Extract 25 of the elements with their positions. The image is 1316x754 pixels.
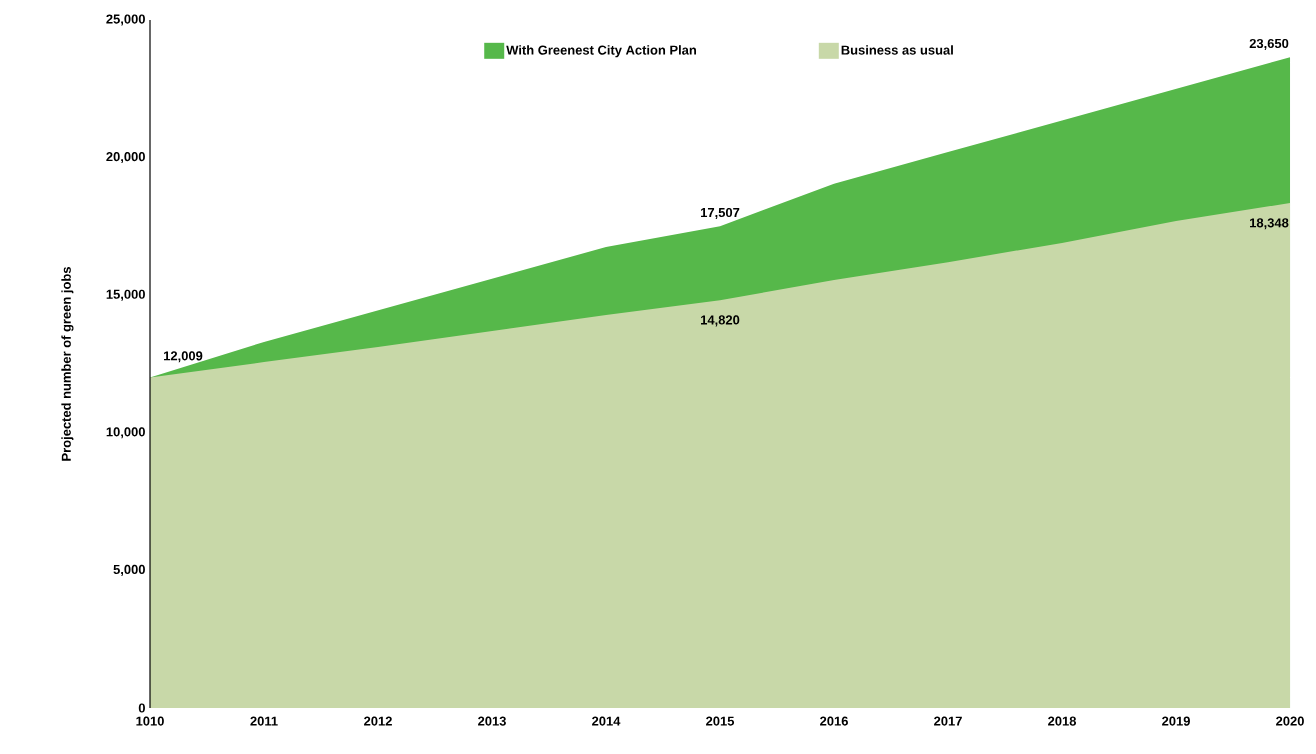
x-tick-label: 2013 xyxy=(478,716,506,726)
x-tick-label: 2014 xyxy=(592,716,621,726)
x-tick-label: 2018 xyxy=(1048,716,1077,726)
y-tick-label: 25,000 xyxy=(106,14,145,26)
data-label: 23,650 xyxy=(1249,38,1289,50)
x-tick-label: 2020 xyxy=(1276,716,1304,726)
y-axis-title: Projected number of green jobs xyxy=(61,267,74,461)
x-tick-label: 2016 xyxy=(820,716,848,726)
data-label: 17,507 xyxy=(701,207,740,219)
y-tick-label: 5,000 xyxy=(113,564,145,576)
x-tick-label: 2011 xyxy=(250,716,278,726)
data-label: 14,820 xyxy=(701,315,740,327)
x-tick-label: 2019 xyxy=(1162,716,1190,726)
x-tick-label: 1010 xyxy=(136,716,164,726)
x-tick-label: 2017 xyxy=(934,716,962,726)
data-label: 18,348 xyxy=(1250,218,1289,230)
y-tick-label: 15,000 xyxy=(106,289,145,301)
y-tick-label: 10,000 xyxy=(106,427,145,439)
legend-label: Business as usual xyxy=(841,45,953,55)
y-tick-label: 0 xyxy=(138,703,145,713)
legend-label: With Greenest City Action Plan xyxy=(506,45,696,58)
data-label: 12,009 xyxy=(164,351,203,363)
y-tick-label: 20,000 xyxy=(106,152,145,164)
x-tick-label: 2012 xyxy=(364,716,392,726)
x-tick-label: 2015 xyxy=(706,716,735,726)
